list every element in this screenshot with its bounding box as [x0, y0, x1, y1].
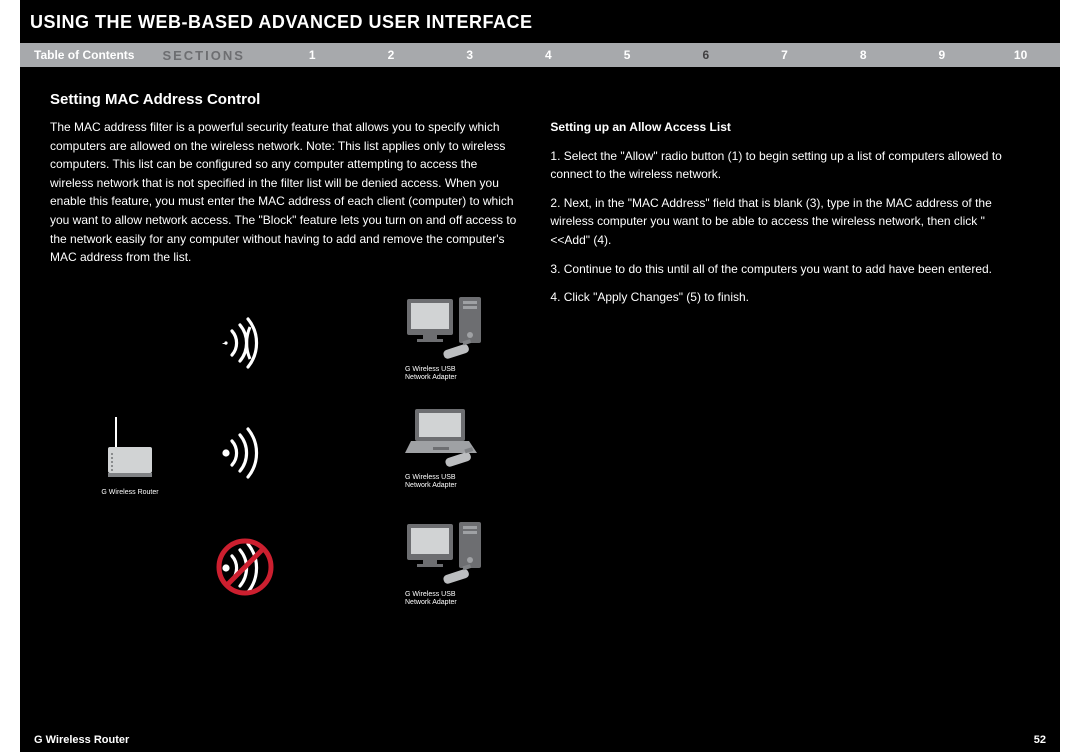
desktop-device-icon: G Wireless USB Network Adapter: [405, 297, 483, 382]
content-heading: Setting MAC Address Control: [50, 91, 1030, 108]
section-nav-bar: Table of Contents SECTIONS 12345678910: [20, 43, 1060, 67]
section-nav-item-7[interactable]: 7: [745, 48, 824, 62]
page-footer: G Wireless Router 52: [20, 734, 1060, 746]
content-area: Setting MAC Address Control The MAC addr…: [20, 67, 1060, 667]
section-nav-item-3[interactable]: 3: [430, 48, 509, 62]
router-label: G Wireless Router: [100, 488, 160, 499]
section-nav-item-4[interactable]: 4: [509, 48, 588, 62]
desktop-device-icon: G Wireless USB Network Adapter: [405, 522, 483, 607]
toc-link[interactable]: Table of Contents: [20, 48, 152, 62]
section-nav-item-9[interactable]: 9: [903, 48, 982, 62]
content-columns: The MAC address filter is a powerful sec…: [50, 118, 1030, 657]
page-header-bar: USING THE WEB-BASED ADVANCED USER INTERF…: [20, 0, 1060, 43]
section-nav-items: 12345678910: [273, 48, 1060, 62]
step-4: 4. Click "Apply Changes" (5) to finish.: [550, 288, 1020, 307]
footer-product-name: G Wireless Router: [34, 734, 129, 746]
subheading: Setting up an Allow Access List: [550, 118, 1020, 137]
step-2: 2. Next, in the "MAC Address" field that…: [550, 194, 1020, 250]
signal-icon: [218, 317, 270, 375]
signal-icon: [218, 542, 270, 600]
section-nav-item-2[interactable]: 2: [352, 48, 431, 62]
section-nav-item-1[interactable]: 1: [273, 48, 352, 62]
signal-icon: [218, 427, 270, 485]
device-label: G Wireless USB Network Adapter: [405, 474, 483, 489]
left-column: The MAC address filter is a powerful sec…: [50, 118, 520, 657]
page-number: 52: [1034, 734, 1046, 746]
step-1: 1. Select the "Allow" radio button (1) t…: [550, 147, 1020, 184]
right-column: Setting up an Allow Access List 1. Selec…: [550, 118, 1020, 657]
step-3: 3. Continue to do this until all of the …: [550, 260, 1020, 279]
document-page: USING THE WEB-BASED ADVANCED USER INTERF…: [0, 0, 1080, 756]
device-label: G Wireless USB Network Adapter: [405, 366, 483, 381]
router-icon: G Wireless Router: [100, 417, 160, 499]
sections-label: SECTIONS: [152, 48, 272, 63]
section-nav-item-10[interactable]: 10: [981, 48, 1060, 62]
paragraph-intro: The MAC address filter is a powerful sec…: [50, 118, 520, 267]
page-title: USING THE WEB-BASED ADVANCED USER INTERF…: [30, 12, 1050, 33]
device-label: G Wireless USB Network Adapter: [405, 591, 483, 606]
section-nav-item-6[interactable]: 6: [666, 48, 745, 62]
section-nav-item-5[interactable]: 5: [588, 48, 667, 62]
laptop-device-icon: G Wireless USB Network Adapter: [405, 407, 483, 490]
network-diagram: G Wireless Router: [50, 297, 470, 657]
section-nav-item-8[interactable]: 8: [824, 48, 903, 62]
